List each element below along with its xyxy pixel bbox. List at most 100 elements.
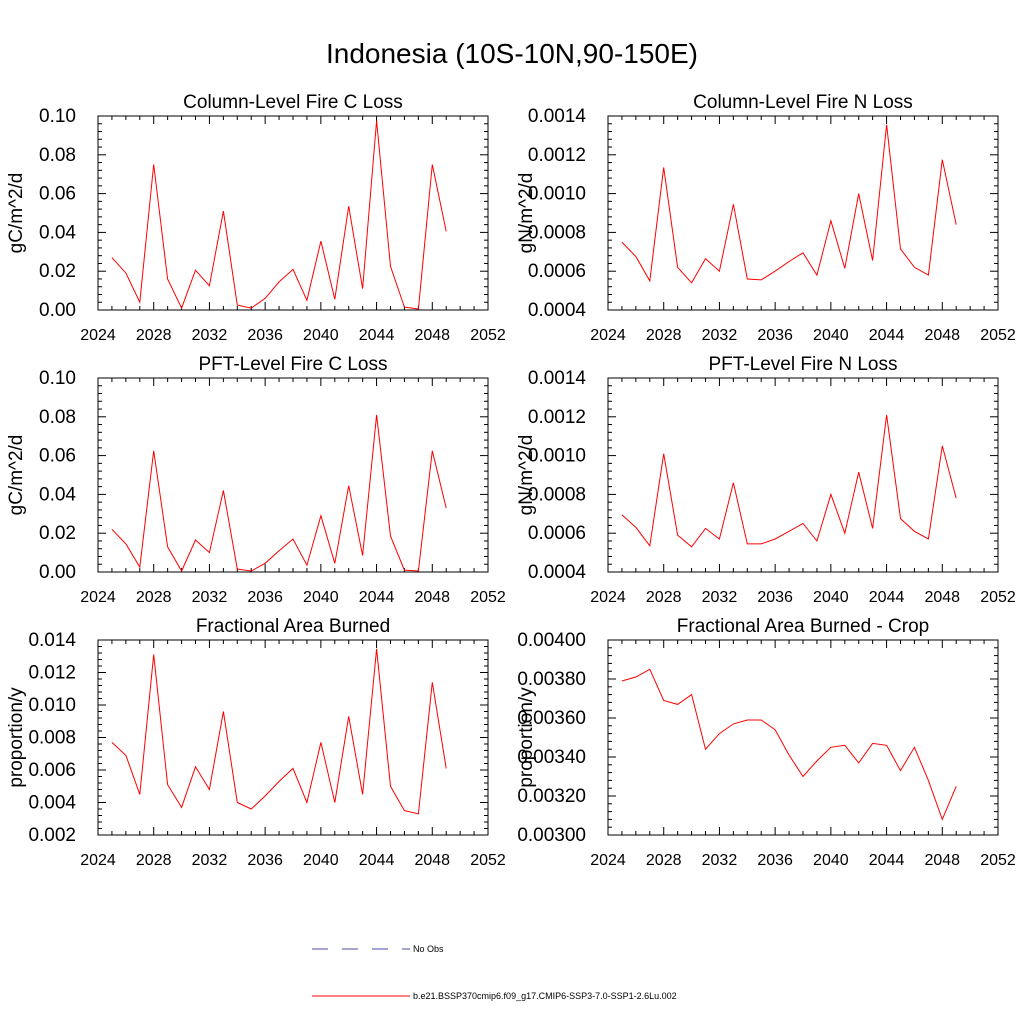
x-tick-label: 2048	[924, 327, 960, 344]
y-tick-label: 0.00	[39, 562, 76, 583]
plot-frame	[97, 115, 489, 311]
y-tick-label: 0.0010	[528, 184, 586, 205]
x-tick-label: 2052	[980, 589, 1016, 606]
x-tick-label: 2032	[192, 327, 228, 344]
y-tick-label: 0.10	[39, 368, 76, 389]
y-tick-label: 0.00300	[517, 825, 586, 846]
x-tick-label: 2032	[192, 589, 228, 606]
chart-panel-5: Fractional Area Burned proportion/y 2024 20…	[6, 616, 506, 869]
y-axis-label: proportion/y	[516, 687, 537, 788]
x-tick-label: 2040	[813, 852, 849, 869]
series-line	[621, 414, 957, 548]
x-tick-label: 2052	[470, 589, 506, 606]
y-tick-label: 0.0012	[528, 145, 586, 166]
y-tick-label: 0.0004	[528, 300, 587, 321]
figure-title: Indonesia (10S-10N,90-150E)	[325, 38, 698, 69]
y-tick-label: 0.00340	[517, 747, 586, 768]
y-tick-label: 0.0012	[528, 407, 586, 428]
x-tick-label: 2028	[646, 327, 682, 344]
x-tick-label: 2044	[869, 589, 905, 606]
y-tick-label: 0.004	[28, 793, 76, 814]
x-tick-label: 2036	[757, 852, 793, 869]
series-line	[111, 120, 447, 310]
y-tick-label: 0.02	[39, 261, 76, 282]
y-tick-label: 0.002	[28, 825, 76, 846]
x-tick-label: 2024	[590, 852, 626, 869]
y-tick-label: 0.00360	[517, 708, 586, 729]
x-tick-label: 2028	[646, 589, 682, 606]
x-tick-label: 2024	[590, 589, 626, 606]
plot-frame	[607, 377, 999, 573]
x-tick-label: 2044	[359, 327, 395, 344]
x-tick-label: 2040	[813, 327, 849, 344]
chart-panel-1: Column-Level Fire C Loss gC/m^2/d 2024 2028…	[6, 92, 506, 344]
x-tick-label: 2028	[136, 852, 172, 869]
x-tick-label: 2028	[646, 852, 682, 869]
x-tick-label: 2024	[80, 589, 116, 606]
y-tick-label: 0.010	[28, 695, 76, 716]
x-tick-label: 2044	[869, 852, 905, 869]
series-line	[621, 668, 957, 821]
chart-panel-6: Fractional Area Burned - Crop proportion/…	[516, 616, 1016, 869]
legend-label: No Obs	[413, 944, 444, 954]
x-tick-label: 2032	[702, 327, 738, 344]
y-tick-label: 0.012	[28, 663, 76, 684]
y-axis-label: gC/m^2/d	[6, 173, 27, 254]
y-tick-label: 0.04	[39, 484, 76, 505]
x-tick-label: 2040	[813, 589, 849, 606]
x-tick-label: 2044	[359, 589, 395, 606]
x-tick-label: 2048	[414, 852, 450, 869]
panel-title: PFT-Level Fire N Loss	[709, 354, 898, 375]
x-tick-label: 2036	[247, 327, 283, 344]
y-tick-label: 0.06	[39, 446, 76, 467]
x-tick-label: 2048	[414, 327, 450, 344]
y-tick-label: 0.0008	[528, 222, 586, 243]
panel-title: Column-Level Fire C Loss	[183, 92, 403, 113]
x-tick-label: 2052	[980, 327, 1016, 344]
y-tick-label: 0.00320	[517, 786, 586, 807]
x-tick-label: 2040	[303, 852, 339, 869]
x-tick-label: 2036	[247, 852, 283, 869]
x-tick-label: 2036	[757, 327, 793, 344]
y-tick-label: 0.0014	[528, 106, 587, 127]
x-tick-label: 2052	[470, 852, 506, 869]
x-tick-label: 2036	[757, 589, 793, 606]
x-tick-label: 2024	[80, 852, 116, 869]
series-line	[111, 648, 447, 815]
chart-panel-3: PFT-Level Fire C Loss gC/m^2/d 2024 2028 203…	[6, 354, 506, 606]
y-tick-label: 0.014	[28, 630, 76, 651]
x-tick-label: 2048	[924, 589, 960, 606]
x-tick-label: 2052	[980, 852, 1016, 869]
chart-panel-4: PFT-Level Fire N Loss gN/m^2/d 2024 2028 203…	[516, 354, 1016, 606]
y-tick-label: 0.10	[39, 106, 76, 127]
panel-title: PFT-Level Fire C Loss	[199, 354, 388, 375]
y-axis-label: gN/m^2/d	[516, 435, 537, 516]
panel-title: Fractional Area Burned - Crop	[677, 616, 929, 637]
x-tick-label: 2024	[80, 327, 116, 344]
y-tick-label: 0.08	[39, 407, 76, 428]
y-tick-label: 0.0006	[528, 523, 586, 544]
plot-frame	[97, 639, 489, 836]
y-tick-label: 0.02	[39, 523, 76, 544]
y-tick-label: 0.0008	[528, 484, 586, 505]
series-line	[621, 124, 957, 284]
x-tick-label: 2036	[247, 589, 283, 606]
y-tick-label: 0.0014	[528, 368, 587, 389]
y-tick-label: 0.0006	[528, 261, 586, 282]
plot-frame	[607, 115, 999, 311]
y-tick-label: 0.006	[28, 760, 76, 781]
y-tick-label: 0.0004	[528, 562, 587, 583]
series-line	[111, 414, 447, 573]
legend-label: b.e21.BSSP370cmip6.f09_g17.CMIP6-SSP3-7.…	[413, 991, 677, 1001]
y-tick-label: 0.008	[28, 728, 76, 749]
x-tick-label: 2044	[359, 852, 395, 869]
chart-panel-2: Column-Level Fire N Loss gN/m^2/d 2024 2028…	[516, 92, 1016, 344]
x-tick-label: 2032	[702, 589, 738, 606]
y-tick-label: 0.00380	[517, 669, 586, 690]
y-tick-label: 0.04	[39, 222, 76, 243]
y-tick-label: 0.0010	[528, 446, 586, 467]
x-tick-label: 2040	[303, 327, 339, 344]
y-tick-label: 0.06	[39, 184, 76, 205]
x-tick-label: 2044	[869, 327, 905, 344]
legend: No Obs b.e21.BSSP370cmip6.f09_g17.CMIP6-S…	[312, 944, 677, 1001]
